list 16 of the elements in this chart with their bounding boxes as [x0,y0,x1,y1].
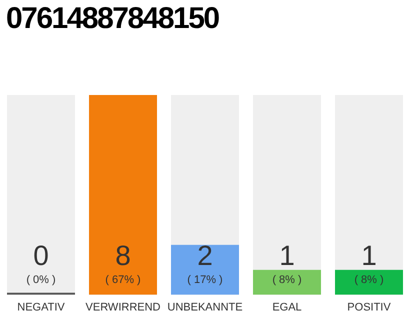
data-label: 1 [361,240,377,271]
data-label: 1 [279,240,295,271]
data-label: 2 [197,240,213,271]
data-label: 8 [115,240,131,271]
x-tick-label: EGAL [272,301,302,314]
x-tick-label: VERWIRREND [86,301,161,314]
annotation: ( 67% ) [105,274,141,286]
annotation: ( 8% ) [272,274,302,286]
annotation: ( 17% ) [187,274,223,286]
chart-title: 07614887848150 [6,2,219,36]
annotation: ( 0% ) [26,274,56,286]
annotation: ( 8% ) [354,274,384,286]
x-tick-label: POSITIV [347,301,392,314]
x-tick-label: UNBEKANNTE [167,301,243,314]
x-tick-label: NEGATIV [17,301,66,314]
data-label: 0 [33,240,49,271]
